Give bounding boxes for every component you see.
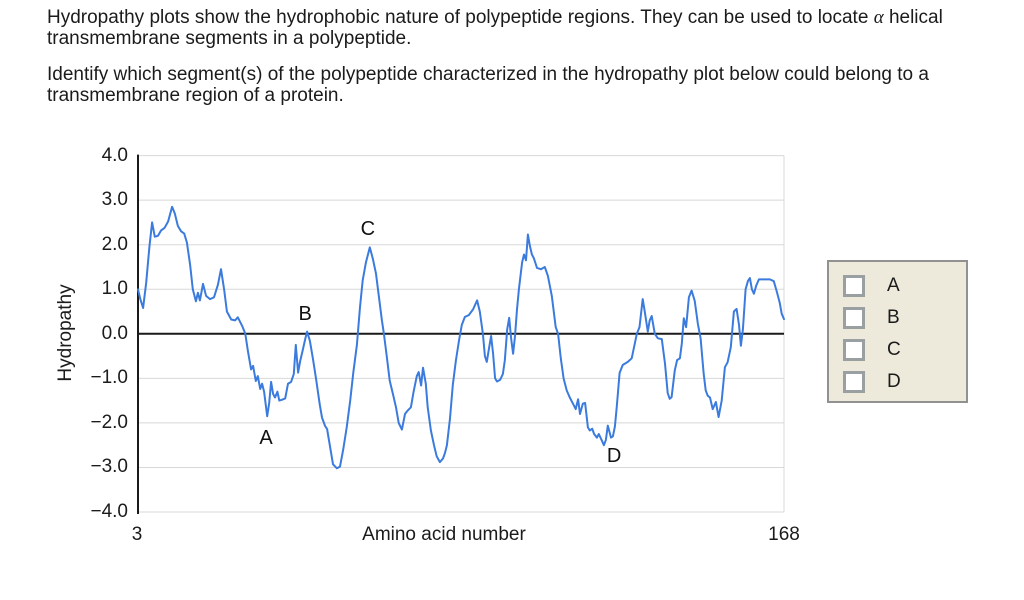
option-label-b: B (887, 307, 900, 328)
option-row-d: D (829, 366, 966, 398)
y-tick-4: 4.0 (101, 144, 128, 166)
checkbox-a[interactable] (843, 275, 865, 297)
question-text: Identify which segment(s) of the polypep… (47, 64, 929, 106)
y-tick-neg3: −3.0 (90, 456, 128, 478)
checkbox-b[interactable] (843, 307, 865, 329)
checkbox-c[interactable] (843, 339, 865, 361)
y-tick-neg2: −2.0 (90, 411, 128, 433)
y-tick-3: 3.0 (101, 189, 128, 211)
intro-text-part1: Hydropathy plots show the hydrophobic na… (47, 7, 874, 28)
option-label-d: D (887, 371, 901, 392)
intro-text-part2: helical transmembrane segments in a poly… (47, 7, 943, 49)
alpha-symbol: α (873, 7, 884, 28)
annotation-b: B (298, 303, 312, 326)
y-tick-1: 1.0 (101, 278, 128, 300)
option-label-a: A (887, 275, 900, 296)
y-tick-neg1: −1.0 (90, 367, 128, 389)
annotation-d: D (606, 445, 622, 468)
answer-panel: A B C D (827, 260, 968, 403)
option-row-b: B (829, 302, 966, 334)
option-row-c: C (829, 334, 966, 366)
y-tick-2: 2.0 (101, 233, 128, 255)
option-row-a: A (829, 270, 966, 302)
intro-text: Hydropathy plots show the hydrophobic na… (47, 7, 999, 49)
y-tick-neg4: −4.0 (90, 501, 128, 522)
option-label-c: C (887, 339, 901, 360)
x-axis-title: Amino acid number (362, 524, 526, 545)
checkbox-d[interactable] (843, 371, 865, 393)
annotation-a: A (259, 427, 273, 450)
x-tick-last: 168 (768, 524, 800, 545)
hydropathy-curve (137, 205, 785, 470)
x-tick-first: 3 (131, 524, 143, 545)
y-tick-0: 0.0 (101, 322, 128, 344)
annotation-c: C (360, 218, 376, 241)
